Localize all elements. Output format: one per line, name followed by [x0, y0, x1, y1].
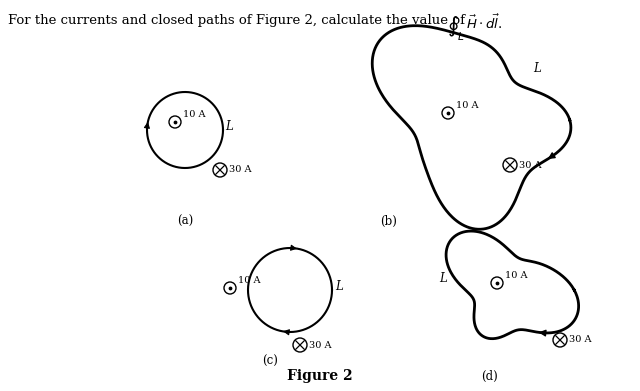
- Text: L: L: [225, 120, 233, 133]
- Text: For the currents and closed paths of Figure 2, calculate the value of: For the currents and closed paths of Fig…: [8, 14, 469, 27]
- Text: 30 A: 30 A: [309, 341, 332, 350]
- Text: (d): (d): [482, 370, 499, 383]
- Text: 10 A: 10 A: [505, 271, 527, 280]
- Text: 30 A: 30 A: [569, 335, 591, 344]
- Text: L: L: [439, 271, 447, 285]
- Text: $\vec{H} \cdot d\vec{l}$.: $\vec{H} \cdot d\vec{l}$.: [466, 14, 502, 32]
- Text: 10 A: 10 A: [238, 276, 260, 285]
- Text: 30 A: 30 A: [229, 165, 252, 174]
- Text: L: L: [533, 61, 541, 75]
- Text: (a): (a): [177, 215, 193, 228]
- Text: 30 A: 30 A: [519, 160, 541, 170]
- Text: 10 A: 10 A: [183, 110, 205, 119]
- Text: L: L: [335, 280, 343, 292]
- Text: (b): (b): [380, 215, 397, 228]
- Text: 10 A: 10 A: [456, 101, 479, 110]
- Text: Figure 2: Figure 2: [287, 369, 353, 383]
- Text: (c): (c): [262, 355, 278, 368]
- Text: $\oint_L$: $\oint_L$: [447, 14, 465, 43]
